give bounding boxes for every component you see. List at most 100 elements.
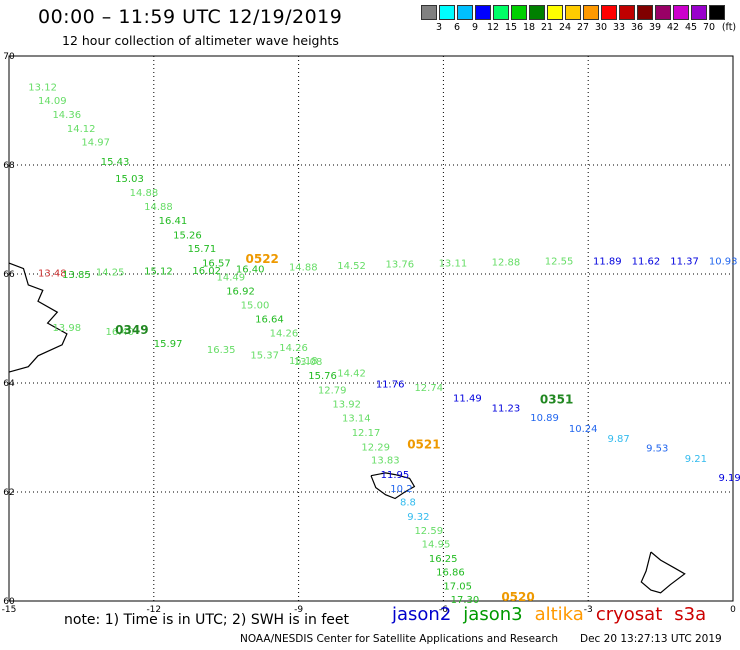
pass-time-label: 0520 <box>501 590 534 604</box>
wave-height-label[interactable]: 16.57 <box>202 258 231 269</box>
wave-height-label[interactable]: 15.43 <box>101 157 130 168</box>
color-swatch <box>655 5 671 20</box>
wave-height-label[interactable]: 11.49 <box>453 394 482 405</box>
wave-height-label[interactable]: 12.74 <box>414 383 443 394</box>
wave-height-label[interactable]: 16.02 <box>192 266 221 277</box>
wave-height-label[interactable]: 13.11 <box>439 258 468 269</box>
page-title: 00:00 – 11:59 UTC 12/19/2019 <box>38 6 343 28</box>
wave-height-label[interactable]: 16.92 <box>226 287 255 298</box>
pass-time-label: 0349 <box>115 323 148 337</box>
pass-time-label: 0521 <box>407 437 440 451</box>
wave-height-label[interactable]: 13.83 <box>371 456 400 467</box>
wave-height-label[interactable]: 16.35 <box>207 345 236 356</box>
wave-height-label[interactable]: 16.40 <box>236 264 265 275</box>
wave-height-label[interactable]: 15.12 <box>144 267 173 278</box>
wave-height-label[interactable]: 14.12 <box>67 124 96 135</box>
wave-height-label[interactable]: 13.85 <box>62 270 91 281</box>
longitude-tick-label: -3 <box>584 605 593 615</box>
wave-height-label[interactable]: 12.79 <box>318 385 347 396</box>
longitude-tick-label: -15 <box>2 605 17 615</box>
wave-height-label[interactable]: 14.97 <box>81 137 110 148</box>
wave-height-label[interactable]: 15.18 <box>289 356 318 367</box>
wave-height-label[interactable]: 14.26 <box>279 343 308 354</box>
wave-height-label[interactable]: 12.88 <box>492 257 521 268</box>
wave-height-label[interactable]: 14.42 <box>337 368 366 379</box>
wave-height-label[interactable]: 13.48 <box>38 269 67 280</box>
latitude-tick-label: 62 <box>3 488 14 498</box>
wave-height-label[interactable]: 13.76 <box>385 259 414 270</box>
wave-height-label[interactable]: 16.86 <box>436 567 465 578</box>
wave-height-label[interactable]: 9.21 <box>685 454 707 465</box>
wave-height-label[interactable]: 14.09 <box>38 96 67 107</box>
wave-height-label[interactable]: 11.23 <box>492 403 521 414</box>
credit-line: NOAA/NESDIS Center for Satellite Applica… <box>240 633 722 645</box>
wave-height-label[interactable]: 14.36 <box>52 110 81 121</box>
wave-height-label[interactable]: 15.26 <box>173 231 202 242</box>
wave-height-label[interactable]: 15.71 <box>188 244 217 255</box>
wave-height-label[interactable]: 14.49 <box>217 273 246 284</box>
wave-height-label[interactable]: 9.32 <box>407 512 429 523</box>
mission-cryosat: cryosat <box>595 604 663 625</box>
wave-height-label[interactable]: 13.98 <box>52 323 81 334</box>
wave-height-label[interactable]: 15.03 <box>115 174 144 185</box>
wave-height-label[interactable]: 14.26 <box>270 329 299 340</box>
wave-height-label[interactable]: 12.55 <box>545 257 574 268</box>
longitude-tick-label: -9 <box>294 605 303 615</box>
color-scale-label: 12 <box>486 22 500 33</box>
color-swatch <box>475 5 491 20</box>
wave-height-label[interactable]: 14.88 <box>130 188 159 199</box>
wave-height-label[interactable]: 8.8 <box>400 498 416 509</box>
pass-time-label: 0351 <box>540 393 573 407</box>
color-swatch <box>619 5 635 20</box>
color-scale-label: 42 <box>666 22 680 33</box>
color-swatch <box>709 5 725 20</box>
wave-height-label[interactable]: 11.76 <box>376 379 405 390</box>
wave-height-label[interactable]: 14.52 <box>337 261 366 272</box>
color-swatch <box>601 5 617 20</box>
color-swatch <box>637 5 653 20</box>
wave-height-label[interactable]: 10.93 <box>709 257 738 268</box>
wave-height-label[interactable]: 11.62 <box>632 257 661 268</box>
wave-height-label[interactable]: 12.59 <box>414 526 443 537</box>
mission-s3a: s3a <box>674 604 707 625</box>
color-scale-label: 30 <box>594 22 608 33</box>
wave-height-label[interactable]: 10.89 <box>530 413 559 424</box>
wave-height-label[interactable]: 11.37 <box>670 257 699 268</box>
wave-height-label[interactable]: 16.25 <box>429 554 458 565</box>
wave-height-label[interactable]: 11.89 <box>593 257 622 268</box>
wave-height-label[interactable]: 12.29 <box>361 443 390 454</box>
wave-height-label[interactable]: 11.95 <box>381 470 410 481</box>
wave-height-label[interactable]: 14.25 <box>96 268 125 279</box>
color-scale-unit: (ft) <box>721 22 737 33</box>
wave-height-label[interactable]: 16.64 <box>255 315 284 326</box>
wave-height-label[interactable]: 10.2 <box>390 484 412 495</box>
mission-altika: altika <box>534 604 584 625</box>
wave-height-label[interactable]: 12.17 <box>352 428 381 439</box>
wave-height-label[interactable]: 13.08 <box>294 357 323 368</box>
wave-height-label[interactable]: 15.97 <box>154 339 183 350</box>
wave-height-label[interactable]: 16.41 <box>159 216 188 227</box>
wave-height-label[interactable]: 16.40 <box>106 327 135 338</box>
wave-height-label[interactable]: 15.00 <box>241 300 270 311</box>
wave-height-label[interactable]: 15.76 <box>308 371 337 382</box>
wave-height-label[interactable]: 17.05 <box>443 582 472 593</box>
color-scale-label: 24 <box>558 22 572 33</box>
wave-height-label[interactable]: 14.88 <box>144 202 173 213</box>
color-scale-label: 70 <box>702 22 716 33</box>
color-swatch <box>691 5 707 20</box>
longitude-tick-label: -6 <box>439 605 448 615</box>
color-swatch <box>421 5 437 20</box>
wave-height-label[interactable]: 17.30 <box>451 595 480 606</box>
wave-height-label[interactable]: 13.12 <box>28 82 57 93</box>
wave-height-label[interactable]: 13.14 <box>342 414 371 425</box>
color-scale-label: 18 <box>522 22 536 33</box>
wave-height-label[interactable]: 14.95 <box>422 540 451 551</box>
wave-height-label[interactable]: 9.53 <box>646 444 668 455</box>
wave-height-label[interactable]: 9.19 <box>719 473 740 484</box>
wave-height-label[interactable]: 15.37 <box>250 350 279 361</box>
wave-height-label[interactable]: 9.87 <box>608 434 630 445</box>
wave-height-label[interactable]: 13.92 <box>332 400 361 411</box>
wave-height-label[interactable]: 14.88 <box>289 263 318 274</box>
wave-height-label[interactable]: 10.24 <box>569 424 598 435</box>
